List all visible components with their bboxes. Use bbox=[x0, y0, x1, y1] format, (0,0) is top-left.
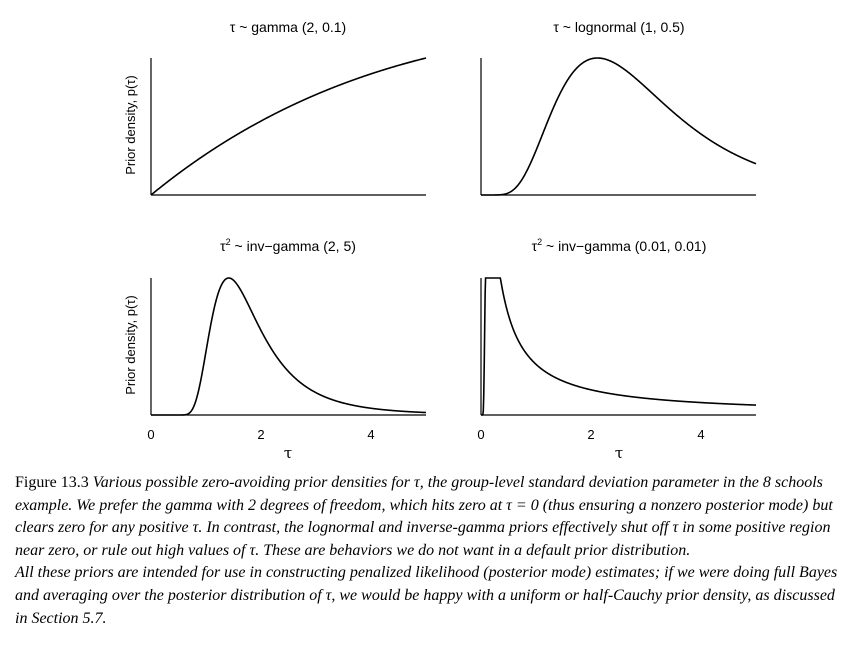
caption-text: Various possible zero-avoiding prior den… bbox=[15, 474, 833, 559]
density-curve-gamma bbox=[150, 57, 427, 196]
x-tick-label: 2 bbox=[587, 427, 594, 442]
caption-text-2: All these priors are intended for use in… bbox=[15, 564, 838, 627]
density-curve-invgamma-001-001 bbox=[481, 277, 757, 416]
density-curve-invgamma-2-5 bbox=[151, 277, 427, 416]
x-axis-label: τ bbox=[615, 444, 623, 462]
x-tick-label: 0 bbox=[477, 427, 484, 442]
x-tick-label: 2 bbox=[257, 427, 264, 442]
x-tick-label: 0 bbox=[147, 427, 154, 442]
panel-lognormal: τ ~ lognormal (1, 0.5) bbox=[480, 19, 757, 196]
panel-title-invgamma-001-001: τ2 ~ inv−gamma (0.01, 0.01) bbox=[532, 237, 707, 254]
panel-invgamma-2-5: τ2 ~ inv−gamma (2, 5) Prior density, p(τ… bbox=[123, 237, 427, 462]
x-tick-label: 4 bbox=[697, 427, 704, 442]
caption-label: Figure 13.3 bbox=[15, 474, 89, 491]
y-axis-label-top: Prior density, p(τ) bbox=[123, 75, 138, 175]
density-curve-lognormal bbox=[481, 57, 757, 196]
panel-title-gamma: τ ~ gamma (2, 0.1) bbox=[230, 19, 346, 35]
x-axis-label: τ bbox=[284, 444, 292, 462]
panel-title-lognormal: τ ~ lognormal (1, 0.5) bbox=[553, 19, 684, 35]
y-axis-label-bottom: Prior density, p(τ) bbox=[123, 295, 138, 395]
panel-gamma: τ ~ gamma (2, 0.1) Prior density, p(τ) bbox=[123, 19, 427, 196]
panel-title-invgamma-2-5: τ2 ~ inv−gamma (2, 5) bbox=[220, 237, 356, 254]
figure-caption: Figure 13.3 Various possible zero-avoidi… bbox=[15, 472, 845, 630]
x-tick-label: 4 bbox=[367, 427, 374, 442]
panel-invgamma-001-001: τ2 ~ inv−gamma (0.01, 0.01) 0 2 4 τ bbox=[477, 237, 757, 462]
figure-panels: τ ~ gamma (2, 0.1) Prior density, p(τ) τ… bbox=[123, 19, 757, 462]
